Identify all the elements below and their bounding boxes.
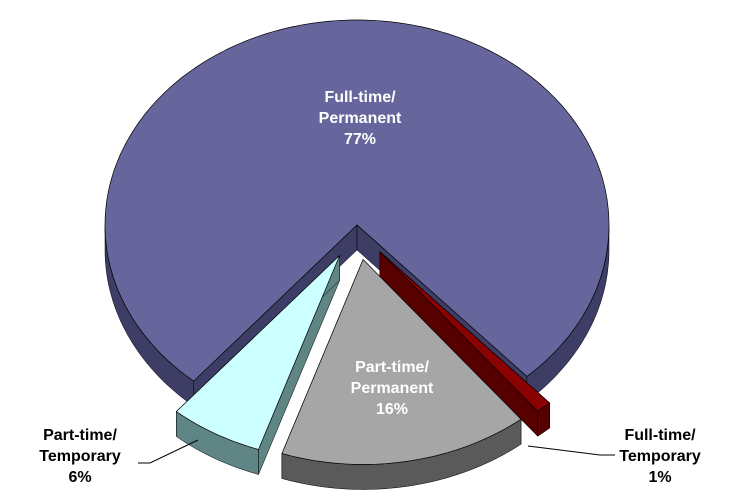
pie-slice <box>281 258 522 465</box>
slice-label: Full-time/Permanent <box>319 89 402 127</box>
value-label: 1% <box>648 469 671 486</box>
pie-slice <box>175 255 341 450</box>
slice-label: Full-time/Temporary <box>619 427 701 465</box>
pie-slice <box>379 251 551 412</box>
slice-label: Part-time/Permanent <box>351 359 434 397</box>
leader-line <box>138 439 199 464</box>
pie-slice <box>104 19 610 382</box>
label-line: Permanent <box>319 110 402 127</box>
value-label: 77% <box>344 131 376 148</box>
leader-line <box>527 445 615 456</box>
label-line: Temporary <box>619 448 701 465</box>
label-line: Full-time/ <box>324 89 396 106</box>
label-line: Temporary <box>39 448 121 465</box>
value-label: 6% <box>68 469 91 486</box>
slice-label: Part-time/Temporary <box>39 427 121 465</box>
value-label: 16% <box>376 401 408 418</box>
label-line: Part-time/ <box>355 359 429 376</box>
label-line: Full-time/ <box>624 427 696 444</box>
label-line: Permanent <box>351 380 434 397</box>
label-line: Part-time/ <box>43 427 117 444</box>
